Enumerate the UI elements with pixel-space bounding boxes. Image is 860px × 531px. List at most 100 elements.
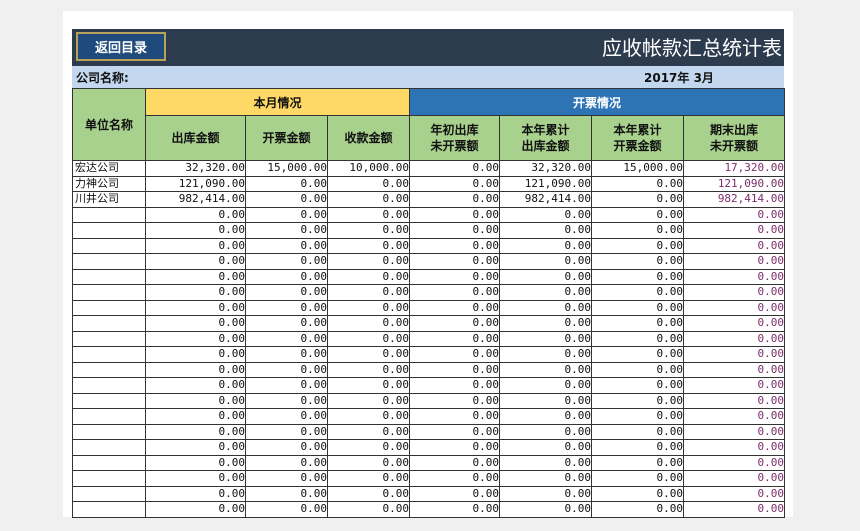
amount-cell[interactable]: 0.00 — [591, 423, 685, 440]
amount-cell[interactable]: 10,000.00 — [326, 160, 411, 177]
amount-cell[interactable]: 0.00 — [409, 408, 501, 425]
amount-cell[interactable]: 0.00 — [245, 501, 328, 518]
amount-cell[interactable]: 0.00 — [409, 361, 501, 378]
amount-cell[interactable]: 0.00 — [326, 439, 411, 456]
amount-cell[interactable]: 0.00 — [245, 315, 328, 332]
amount-cell[interactable]: 0.00 — [591, 377, 685, 394]
amount-cell[interactable]: 0.00 — [245, 454, 328, 471]
unit-name-cell[interactable] — [72, 222, 146, 239]
unit-name-cell[interactable] — [72, 346, 146, 363]
amount-cell[interactable]: 0.00 — [591, 206, 685, 223]
unit-name-cell[interactable] — [72, 423, 146, 440]
amount-cell[interactable]: 0.00 — [591, 330, 685, 347]
amount-cell[interactable]: 0.00 — [683, 501, 786, 518]
amount-cell[interactable]: 0.00 — [409, 346, 501, 363]
amount-cell[interactable]: 0.00 — [683, 423, 786, 440]
unit-name-cell[interactable] — [72, 470, 146, 487]
amount-cell[interactable]: 0.00 — [499, 501, 593, 518]
amount-cell[interactable]: 0.00 — [326, 191, 411, 208]
amount-cell[interactable]: 0.00 — [409, 237, 501, 254]
amount-cell[interactable]: 0.00 — [245, 439, 328, 456]
amount-cell[interactable]: 15,000.00 — [591, 160, 685, 177]
amount-cell[interactable]: 0.00 — [499, 454, 593, 471]
amount-cell[interactable]: 0.00 — [145, 392, 246, 409]
amount-cell[interactable]: 0.00 — [683, 454, 786, 471]
amount-cell[interactable]: 0.00 — [326, 268, 411, 285]
amount-cell[interactable]: 0.00 — [499, 253, 593, 270]
amount-cell[interactable]: 0.00 — [409, 175, 501, 192]
amount-cell[interactable]: 0.00 — [245, 408, 328, 425]
amount-cell[interactable]: 0.00 — [499, 299, 593, 316]
amount-cell[interactable]: 0.00 — [683, 222, 786, 239]
amount-cell[interactable]: 0.00 — [591, 408, 685, 425]
amount-cell[interactable]: 0.00 — [499, 284, 593, 301]
amount-cell[interactable]: 0.00 — [683, 392, 786, 409]
amount-cell[interactable]: 0.00 — [326, 222, 411, 239]
amount-cell[interactable]: 0.00 — [145, 299, 246, 316]
amount-cell[interactable]: 0.00 — [145, 470, 246, 487]
unit-name-cell[interactable] — [72, 299, 146, 316]
amount-cell[interactable]: 0.00 — [245, 253, 328, 270]
amount-cell[interactable]: 0.00 — [409, 315, 501, 332]
amount-cell[interactable]: 0.00 — [409, 470, 501, 487]
amount-cell[interactable]: 0.00 — [499, 408, 593, 425]
amount-cell[interactable]: 0.00 — [145, 361, 246, 378]
amount-cell[interactable]: 0.00 — [409, 454, 501, 471]
amount-cell[interactable]: 0.00 — [326, 284, 411, 301]
amount-cell[interactable]: 0.00 — [499, 330, 593, 347]
amount-cell[interactable]: 0.00 — [409, 439, 501, 456]
amount-cell[interactable]: 0.00 — [326, 346, 411, 363]
unit-name-cell[interactable] — [72, 315, 146, 332]
amount-cell[interactable]: 982,414.00 — [145, 191, 246, 208]
amount-cell[interactable]: 0.00 — [145, 268, 246, 285]
amount-cell[interactable]: 0.00 — [326, 237, 411, 254]
amount-cell[interactable]: 15,000.00 — [245, 160, 328, 177]
amount-cell[interactable]: 0.00 — [591, 501, 685, 518]
amount-cell[interactable]: 0.00 — [683, 439, 786, 456]
amount-cell[interactable]: 0.00 — [326, 299, 411, 316]
amount-cell[interactable]: 0.00 — [591, 361, 685, 378]
amount-cell[interactable]: 0.00 — [591, 315, 685, 332]
unit-name-cell[interactable] — [72, 361, 146, 378]
amount-cell[interactable]: 0.00 — [499, 237, 593, 254]
amount-cell[interactable]: 982,414.00 — [499, 191, 593, 208]
amount-cell[interactable]: 0.00 — [683, 315, 786, 332]
unit-name-cell[interactable]: 川井公司 — [72, 191, 146, 208]
amount-cell[interactable]: 0.00 — [326, 470, 411, 487]
amount-cell[interactable]: 0.00 — [499, 268, 593, 285]
unit-name-cell[interactable] — [72, 408, 146, 425]
amount-cell[interactable]: 0.00 — [245, 268, 328, 285]
amount-cell[interactable]: 121,090.00 — [145, 175, 246, 192]
amount-cell[interactable]: 0.00 — [326, 206, 411, 223]
amount-cell[interactable]: 32,320.00 — [145, 160, 246, 177]
amount-cell[interactable]: 0.00 — [245, 485, 328, 502]
amount-cell[interactable]: 0.00 — [409, 299, 501, 316]
amount-cell[interactable]: 0.00 — [409, 191, 501, 208]
amount-cell[interactable]: 0.00 — [145, 423, 246, 440]
unit-name-cell[interactable] — [72, 330, 146, 347]
amount-cell[interactable]: 0.00 — [326, 175, 411, 192]
amount-cell[interactable]: 0.00 — [145, 284, 246, 301]
amount-cell[interactable]: 0.00 — [591, 454, 685, 471]
amount-cell[interactable]: 0.00 — [683, 346, 786, 363]
amount-cell[interactable]: 0.00 — [591, 253, 685, 270]
amount-cell[interactable]: 0.00 — [683, 253, 786, 270]
amount-cell[interactable]: 0.00 — [409, 268, 501, 285]
amount-cell[interactable]: 0.00 — [245, 470, 328, 487]
amount-cell[interactable]: 0.00 — [591, 299, 685, 316]
amount-cell[interactable]: 0.00 — [591, 284, 685, 301]
unit-name-cell[interactable] — [72, 454, 146, 471]
amount-cell[interactable]: 0.00 — [499, 485, 593, 502]
amount-cell[interactable]: 32,320.00 — [499, 160, 593, 177]
amount-cell[interactable]: 0.00 — [409, 253, 501, 270]
back-to-menu-button[interactable]: 返回目录 — [76, 32, 166, 61]
amount-cell[interactable]: 0.00 — [326, 377, 411, 394]
amount-cell[interactable]: 0.00 — [499, 377, 593, 394]
unit-name-cell[interactable] — [72, 485, 146, 502]
amount-cell[interactable]: 0.00 — [683, 377, 786, 394]
amount-cell[interactable]: 0.00 — [326, 501, 411, 518]
amount-cell[interactable]: 0.00 — [591, 439, 685, 456]
amount-cell[interactable]: 0.00 — [409, 160, 501, 177]
amount-cell[interactable]: 0.00 — [591, 392, 685, 409]
amount-cell[interactable]: 0.00 — [245, 377, 328, 394]
